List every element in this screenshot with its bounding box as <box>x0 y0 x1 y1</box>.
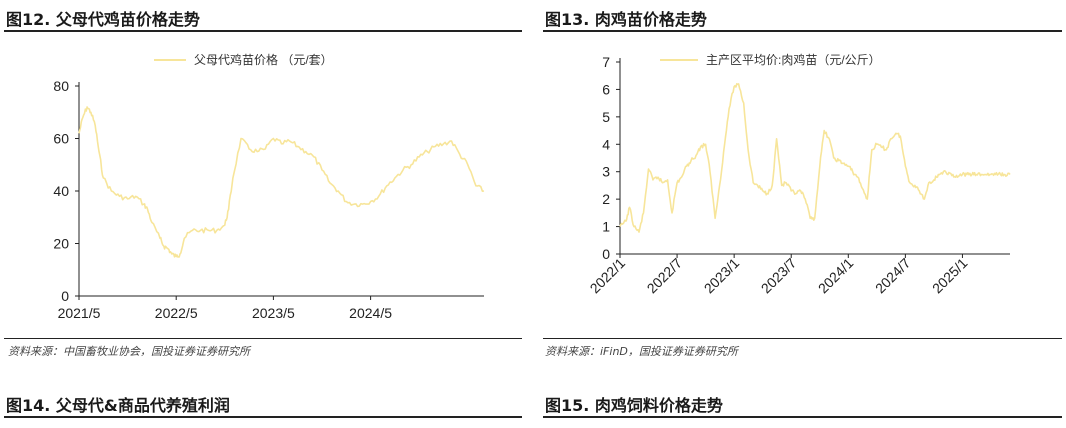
figure-13-source: 资料来源：iFinD，国投证券证券研究所 <box>545 345 738 358</box>
y-tick-label: 3 <box>602 164 610 180</box>
series-line <box>78 106 485 258</box>
figure-15-title: 图15. 肉鸡饲料价格走势 <box>545 396 723 415</box>
x-tick-label: 2022/7 <box>644 255 686 297</box>
figure-13-title: 图13. 肉鸡苗价格走势 <box>545 10 707 29</box>
parent-chick-price-chart: 父母代鸡苗价格 （元/套） 0 20 40 60 80 2021/5 2022/5 2023/5… <box>53 52 485 321</box>
y-tick-label: 4 <box>602 136 610 152</box>
y-tick-label: 40 <box>53 183 69 199</box>
x-tick-label: 2021/5 <box>58 305 101 321</box>
y-tick-label: 7 <box>602 54 610 70</box>
x-tick-label: 2024/5 <box>349 305 392 321</box>
figure-12-source: 资料来源：中国畜牧业协会，国投证券证券研究所 <box>8 345 250 358</box>
y-tick-label: 0 <box>602 246 610 262</box>
legend-label: 主产区平均价:肉鸡苗（元/公斤） <box>706 52 881 67</box>
figure-14-title-rule <box>4 416 522 418</box>
y-tick-label: 6 <box>602 81 610 97</box>
figure-15-title-rule <box>543 416 1062 418</box>
figure-12-title: 图12. 父母代鸡苗价格走势 <box>6 10 200 29</box>
x-tick-label: 2023/7 <box>758 255 800 297</box>
y-tick-label: 20 <box>53 236 69 252</box>
series-line <box>619 83 1011 233</box>
x-tick-label: 2023/5 <box>252 305 295 321</box>
legend-label: 父母代鸡苗价格 （元/套） <box>194 52 333 67</box>
figure-12-source-rule <box>4 338 522 339</box>
y-tick-label: 5 <box>602 109 610 125</box>
x-tick-label: 2023/1 <box>701 255 743 297</box>
y-tick-label: 0 <box>61 288 69 304</box>
figure-13-source-rule <box>543 338 1062 339</box>
figure-12-title-rule <box>4 30 522 32</box>
x-tick-label: 2024/7 <box>872 255 914 297</box>
figure-13-title-rule <box>543 30 1062 32</box>
y-tick-label: 80 <box>53 78 69 94</box>
y-tick-label: 2 <box>602 191 610 207</box>
x-tick-label: 2022/5 <box>155 305 198 321</box>
y-tick-label: 60 <box>53 131 69 147</box>
figure-14-title: 图14. 父母代&商品代养殖利润 <box>6 396 230 415</box>
y-tick-label: 1 <box>602 219 610 235</box>
x-tick-label: 2025/1 <box>929 255 971 297</box>
x-tick-label: 2024/1 <box>815 255 857 297</box>
